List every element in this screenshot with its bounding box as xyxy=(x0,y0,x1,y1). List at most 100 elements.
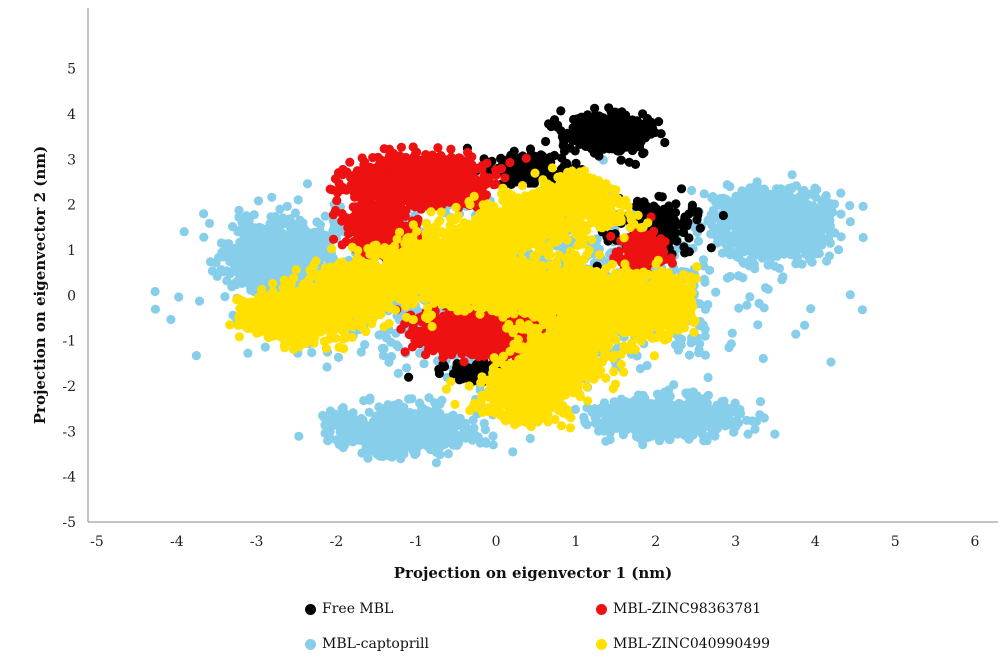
data-point xyxy=(755,213,765,223)
data-point xyxy=(857,305,868,315)
data-point xyxy=(771,207,781,217)
data-point xyxy=(417,403,427,413)
data-point xyxy=(265,219,275,229)
data-point xyxy=(721,203,731,213)
data-point xyxy=(671,403,682,413)
data-point xyxy=(787,195,797,205)
data-point xyxy=(730,398,740,408)
data-point xyxy=(220,292,230,302)
data-point xyxy=(684,350,695,360)
data-point xyxy=(823,225,834,235)
data-point xyxy=(788,218,799,228)
data-point xyxy=(556,106,566,116)
data-point xyxy=(279,243,289,253)
data-point xyxy=(293,195,303,205)
data-point xyxy=(755,397,766,407)
data-point xyxy=(363,453,373,463)
data-point xyxy=(582,420,592,430)
data-point xyxy=(333,352,344,362)
data-point xyxy=(703,390,714,400)
data-point xyxy=(279,260,289,270)
data-point xyxy=(858,232,868,243)
data-point xyxy=(746,254,756,265)
data-point xyxy=(365,393,375,403)
data-point xyxy=(834,245,844,255)
data-point xyxy=(698,320,708,330)
data-point xyxy=(207,266,217,276)
data-points xyxy=(150,103,868,468)
data-point xyxy=(227,282,237,292)
data-point xyxy=(824,251,835,261)
data-point xyxy=(199,209,209,219)
data-point xyxy=(321,422,331,432)
data-point xyxy=(845,290,855,300)
data-point xyxy=(455,413,465,423)
data-point xyxy=(338,403,348,413)
data-point xyxy=(791,231,801,241)
data-point xyxy=(211,258,221,268)
data-point xyxy=(443,420,453,430)
data-point xyxy=(589,407,599,417)
data-point xyxy=(743,429,753,439)
data-point xyxy=(480,425,490,435)
data-point xyxy=(703,300,713,310)
data-point xyxy=(275,204,285,214)
data-point xyxy=(729,427,739,437)
data-point xyxy=(150,286,160,297)
data-point xyxy=(721,404,732,414)
data-point xyxy=(845,201,855,211)
data-point xyxy=(654,392,664,402)
data-point xyxy=(800,320,810,330)
data-point xyxy=(365,438,376,448)
data-point xyxy=(254,228,264,238)
data-point xyxy=(216,238,226,248)
data-point xyxy=(373,445,383,455)
data-point xyxy=(787,170,797,180)
data-point xyxy=(791,329,801,339)
data-point xyxy=(806,212,817,222)
data-point xyxy=(350,419,360,429)
data-point xyxy=(702,436,712,446)
data-point xyxy=(642,360,652,371)
data-point xyxy=(664,385,674,395)
data-point xyxy=(424,393,434,403)
data-point xyxy=(696,423,706,433)
data-point xyxy=(393,368,403,378)
data-point xyxy=(443,449,453,459)
data-point xyxy=(786,250,796,260)
data-point xyxy=(836,188,846,198)
data-point xyxy=(277,230,287,240)
data-point xyxy=(634,413,644,423)
data-point xyxy=(204,218,215,228)
data-point xyxy=(374,402,384,412)
data-point xyxy=(764,237,774,247)
data-point xyxy=(402,418,412,428)
data-point xyxy=(746,229,756,239)
data-point xyxy=(836,232,846,242)
data-point xyxy=(688,387,699,397)
data-point xyxy=(253,196,264,206)
data-point xyxy=(778,272,788,282)
data-point xyxy=(770,429,780,439)
data-point xyxy=(390,418,400,429)
data-point xyxy=(322,362,332,372)
data-point xyxy=(815,237,826,247)
data-point xyxy=(267,192,277,202)
data-point xyxy=(742,300,752,310)
data-point xyxy=(225,269,235,279)
data-point xyxy=(224,251,234,261)
data-point xyxy=(755,193,765,203)
data-point xyxy=(441,436,451,446)
data-point xyxy=(234,205,244,215)
data-point xyxy=(601,436,611,446)
data-point xyxy=(736,194,746,204)
data-point xyxy=(813,228,823,238)
data-point xyxy=(791,259,801,269)
data-point xyxy=(617,412,627,422)
data-point xyxy=(361,420,371,430)
data-point xyxy=(307,347,317,358)
data-point xyxy=(704,215,714,225)
data-point xyxy=(760,283,771,293)
data-point xyxy=(266,212,276,222)
data-point xyxy=(753,320,763,330)
